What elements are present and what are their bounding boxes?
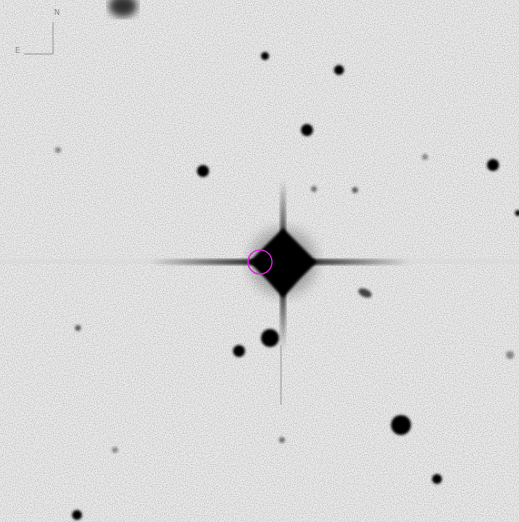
star bbox=[261, 329, 279, 347]
star bbox=[112, 447, 118, 453]
star bbox=[487, 159, 499, 171]
star bbox=[301, 124, 313, 136]
star bbox=[279, 437, 285, 443]
target-marker bbox=[247, 249, 273, 275]
compass bbox=[24, 22, 54, 55]
star bbox=[515, 210, 519, 216]
star bbox=[358, 288, 372, 298]
star bbox=[334, 65, 344, 75]
galaxy bbox=[109, 0, 137, 17]
star bbox=[55, 147, 61, 153]
star bbox=[261, 52, 269, 60]
bright-star bbox=[150, 180, 410, 405]
star bbox=[311, 186, 317, 192]
north-label: N bbox=[54, 8, 60, 17]
star bbox=[391, 415, 411, 435]
star bbox=[75, 325, 81, 331]
star bbox=[233, 345, 245, 357]
star bbox=[72, 510, 82, 520]
east-label: E bbox=[15, 46, 20, 55]
star bbox=[197, 165, 209, 177]
stars bbox=[55, 52, 519, 520]
star bbox=[352, 187, 358, 193]
star bbox=[422, 154, 428, 160]
star bbox=[432, 474, 442, 484]
star bbox=[506, 351, 514, 359]
